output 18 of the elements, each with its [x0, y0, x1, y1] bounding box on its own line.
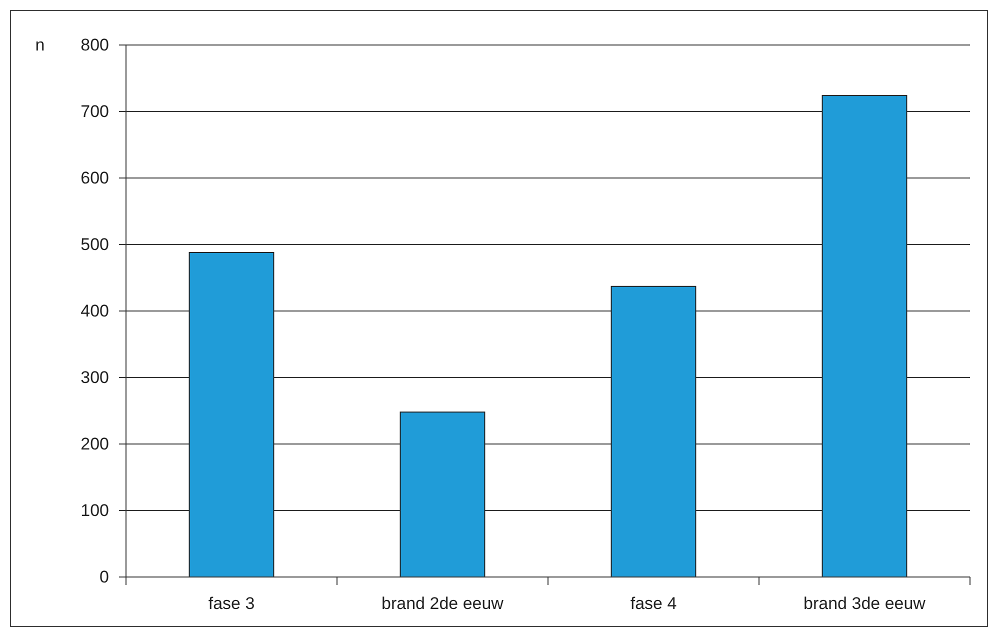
y-tick-label: 500	[80, 235, 109, 254]
bar	[610, 286, 696, 578]
x-tick-label: fase 4	[630, 594, 677, 613]
bar	[188, 252, 274, 578]
y-tick-label: 600	[80, 168, 109, 188]
y-tick-label: 100	[80, 501, 109, 520]
y-tick-label: 0	[100, 568, 109, 586]
y-axis-title: n	[35, 36, 45, 54]
y-tick-label: 400	[80, 302, 109, 320]
x-tick-label: fase 3	[208, 594, 255, 613]
y-tick-label: 200	[80, 434, 109, 454]
y-tick-label: 800	[80, 36, 109, 54]
x-tick-label: brand 2de eeuw	[382, 594, 504, 613]
y-tick-label: 700	[80, 102, 109, 121]
y-tick-label: 300	[80, 368, 109, 387]
x-tick-label: brand 3de eeuw	[804, 594, 926, 613]
bar	[400, 412, 486, 578]
bar	[822, 95, 908, 578]
